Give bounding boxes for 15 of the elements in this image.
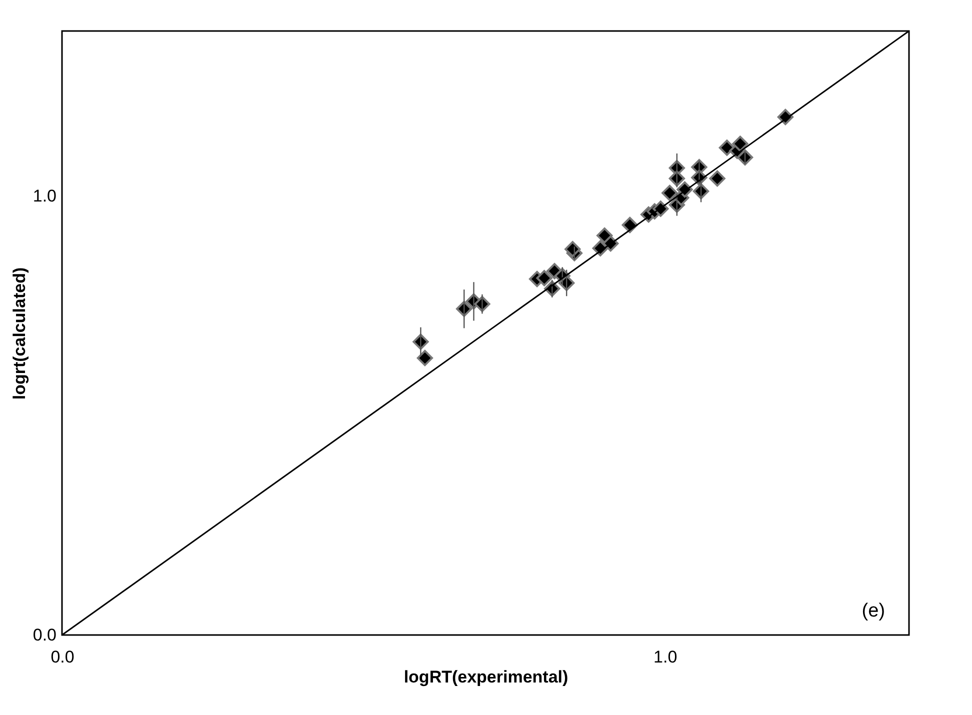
point (718, 140, 736, 156)
point (602, 235, 619, 252)
point (777, 108, 794, 126)
point (652, 200, 669, 217)
point (709, 170, 726, 187)
annotation: (e) (862, 600, 886, 622)
point (622, 216, 638, 234)
point (662, 184, 678, 202)
point (676, 181, 693, 198)
point (732, 136, 748, 152)
y-axis-title: logrt(calculated) (10, 267, 29, 400)
point (416, 350, 433, 366)
point (564, 241, 581, 258)
x-axis-title: logRT(experimental) (404, 668, 568, 686)
point (536, 270, 552, 286)
